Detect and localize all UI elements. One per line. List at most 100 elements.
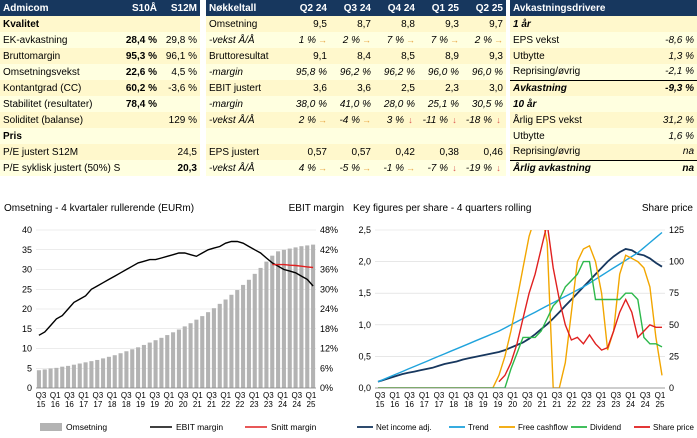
series-line <box>377 231 663 383</box>
trend-arrow-icon: → <box>362 114 371 125</box>
x-tick-label: 25 <box>656 400 665 409</box>
value-text: 9,5 <box>313 18 327 30</box>
legend-label: Omsetning <box>66 422 107 432</box>
value-text: 9,1 <box>313 50 327 62</box>
table-row: Reprising/øvrig na <box>510 144 697 160</box>
value-text: 9,7 <box>489 18 503 30</box>
revenue-bar <box>101 358 106 388</box>
legend-label: Trend <box>468 423 489 432</box>
revenue-bar <box>165 335 170 388</box>
row-label: Utbytte <box>510 128 630 144</box>
x-tick-label: 24 <box>626 400 635 409</box>
x-tick-label: 19 <box>479 400 488 409</box>
x-tick-label: Q1 <box>220 391 231 400</box>
revenue-bar <box>287 248 292 388</box>
value-text: -4 % <box>339 114 360 126</box>
table-row: -vekst Å/Å 4 % → -5 % → -1 % → -7 % ↓ -19 % ↓ <box>206 160 506 176</box>
value-cell: 0,57 <box>286 144 330 160</box>
row-label: Bruttoresultat <box>206 48 286 64</box>
value-text: 1 % <box>298 34 316 46</box>
value-cell: -5 % → <box>330 160 374 176</box>
x-tick-label: Q1 <box>596 391 607 400</box>
value-cell: 9,3 <box>462 48 506 64</box>
revenue-bar <box>281 249 286 388</box>
value-cell: 9,5 <box>286 16 330 32</box>
x-tick-label: Q1 <box>192 391 203 400</box>
table-row: Årlig avkastning na <box>510 159 697 176</box>
row-label: Bruttomargin <box>0 48 120 64</box>
value-cell: 3,0 <box>462 80 506 96</box>
value-cell: 22,6 % <box>120 64 160 80</box>
x-tick-label: Q1 <box>478 391 489 400</box>
revenue-bar <box>106 356 111 388</box>
x-tick-label: Q3 <box>434 391 445 400</box>
value-text: 0,57 <box>351 146 371 158</box>
x-tick-label: Q3 <box>149 391 160 400</box>
row-label: Reprising/øvrig <box>510 144 630 160</box>
x-tick-label: Q1 <box>164 391 175 400</box>
row-label: -margin <box>206 96 286 112</box>
row-label: -vekst Å/Å <box>206 32 286 48</box>
value-cell <box>630 16 697 32</box>
table-row: Avkastning -9,3 % <box>510 79 697 96</box>
value-text: 38,0 % <box>295 98 327 110</box>
revenue-bar <box>293 247 298 388</box>
y2-tick-label: 75 <box>669 288 679 298</box>
value-cell: 95,8 % <box>286 64 330 80</box>
value-cell: -1 % → <box>374 160 418 176</box>
x-tick-label: 20 <box>179 400 188 409</box>
y2-tick-label: 30% <box>320 284 338 294</box>
value-cell: 96,1 % <box>160 48 200 64</box>
table-row: EBIT justert 3,6 3,6 2,5 2,3 3,0 <box>206 80 506 96</box>
value-cell <box>418 128 462 144</box>
value-text: 8,8 <box>401 18 415 30</box>
value-cell: 0,38 <box>418 144 462 160</box>
revenue-bar <box>182 326 187 388</box>
value-cell: 31,2 % <box>630 112 697 128</box>
value-cell: -19 % ↓ <box>462 160 506 176</box>
table-row: -vekst Å/Å 2 % → -4 % → 3 % ↓ -11 % ↓ -18 % ↓ <box>206 112 506 128</box>
x-tick-label: 17 <box>93 400 102 409</box>
legend-swatch <box>40 423 62 431</box>
trend-arrow-icon: → <box>494 34 503 45</box>
value-text: 9,3 <box>445 18 459 30</box>
value-cell: 96,2 % <box>374 64 418 80</box>
y2-tick-label: 0 <box>669 383 674 393</box>
x-tick-label: 24 <box>278 400 287 409</box>
revenue-bar <box>147 342 152 388</box>
row-label: Kontantgrad (CC) <box>0 80 120 96</box>
y-tick-label: 0,5 <box>358 351 371 361</box>
revenue-bar <box>229 294 234 388</box>
x-tick-label: 16 <box>405 400 414 409</box>
y2-tick-label: 24% <box>320 304 338 314</box>
trend-arrow-icon: → <box>318 34 327 45</box>
table-row: Omsetningsvekst 22,6 % 4,5 % <box>0 64 200 80</box>
value-cell: na <box>630 144 697 160</box>
revenue-bar <box>211 308 216 388</box>
legend-label: EBIT margin <box>176 422 223 432</box>
series-line <box>378 230 663 388</box>
y2-tick-label: 125 <box>669 225 684 235</box>
revenue-bar <box>258 267 263 388</box>
table-row: EK-avkastning 28,4 % 29,8 % <box>0 32 200 48</box>
y2-tick-label: 12% <box>320 344 338 354</box>
value-cell: 3,6 <box>286 80 330 96</box>
value-cell: 0,42 <box>374 144 418 160</box>
x-tick-label: 19 <box>493 400 502 409</box>
table-row: Stabilitet (resultater) 78,4 % <box>0 96 200 112</box>
revenue-bar <box>48 368 53 388</box>
x-tick-label: 21 <box>538 400 547 409</box>
header-cell: Q2 24 <box>286 0 330 16</box>
row-label: Omsetning <box>206 16 286 32</box>
revenue-bar <box>223 299 228 388</box>
value-text: 3 % <box>386 114 404 126</box>
value-cell: 8,9 <box>418 48 462 64</box>
value-cell: 4,5 % <box>160 64 200 80</box>
x-tick-label: Q1 <box>655 391 666 400</box>
x-tick-label: Q1 <box>625 391 636 400</box>
revenue-bar <box>124 351 129 388</box>
revenue-bar <box>235 290 240 388</box>
y-tick-label: 0 <box>27 383 32 393</box>
revenue-bar <box>159 337 164 388</box>
x-tick-label: Q1 <box>507 391 518 400</box>
